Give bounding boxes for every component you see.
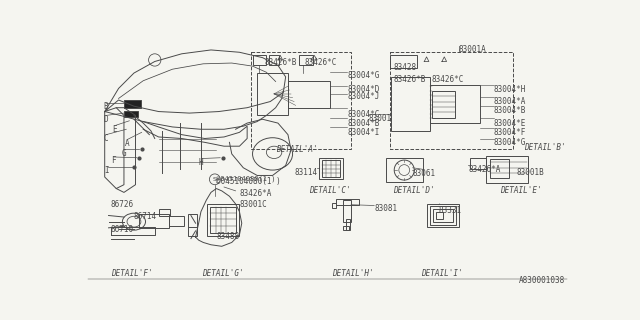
Bar [251,52,351,148]
Text: 83001C: 83001C [239,200,268,209]
Text: H: H [198,158,204,167]
Text: 83426*C: 83426*C [305,59,337,68]
Bar [344,200,351,222]
Bar [210,207,236,233]
Text: 86726: 86726 [111,200,134,209]
Bar [436,212,444,219]
Bar [486,156,528,183]
Text: 86714: 86714 [134,212,157,221]
Bar [319,158,344,179]
Text: 83004*I: 83004*I [348,129,380,138]
Text: DETAIL'F': DETAIL'F' [111,269,152,278]
Bar [253,55,266,65]
Bar [432,91,455,118]
Bar [288,81,330,108]
Text: 83426*B: 83426*B [265,59,297,68]
Text: DETAIL'I': DETAIL'I' [421,269,463,278]
Bar [429,206,456,225]
Bar [269,55,279,65]
Text: 83001A: 83001A [459,44,486,53]
Bar [391,77,429,131]
Text: 83004*J: 83004*J [348,92,380,101]
Text: 83426*A: 83426*A [239,188,272,197]
Bar [390,55,417,68]
Text: 83428: 83428 [394,63,417,72]
Bar [433,209,452,222]
Bar [207,204,239,236]
Bar [427,204,459,227]
Text: 83004*G: 83004*G [493,138,526,147]
Bar [257,73,288,116]
Text: 83081: 83081 [374,204,397,213]
Text: 83004*G: 83004*G [348,71,380,80]
Text: 83001: 83001 [368,114,391,123]
Text: E: E [113,124,117,134]
Text: A830001038: A830001038 [519,276,565,284]
Bar [390,52,513,148]
Text: S: S [213,177,217,182]
Bar [490,158,509,178]
Text: B: B [103,101,108,110]
Bar [140,214,168,228]
Text: 83004*D: 83004*D [348,84,380,93]
Text: 83488: 83488 [216,232,239,241]
Text: D: D [103,115,108,124]
Text: 83001B: 83001B [516,168,545,177]
Text: ©045104080(1 ): ©045104080(1 ) [216,177,281,186]
Text: F: F [111,156,115,165]
Text: 83004*H: 83004*H [493,84,526,93]
Text: DETAIL'C': DETAIL'C' [310,186,351,195]
Bar [168,215,184,226]
Text: 83114: 83114 [294,168,317,177]
Text: DETAIL'B': DETAIL'B' [524,143,565,152]
Bar [188,214,197,236]
Text: I: I [105,166,109,175]
Bar [386,158,422,182]
Bar [124,111,138,117]
Text: ©045104080(1 ): ©045104080(1 ) [216,175,276,182]
Text: 83004*B: 83004*B [348,119,380,128]
Bar [322,160,340,177]
Text: 86710: 86710 [111,225,134,234]
Bar [470,158,486,169]
Text: C: C [103,134,108,143]
Text: 83331: 83331 [439,206,462,215]
Text: 83004*C: 83004*C [348,110,380,119]
Text: G: G [122,148,126,157]
Text: 83061: 83061 [413,169,436,178]
Circle shape [209,174,220,185]
Text: 83426*B: 83426*B [394,75,426,84]
Bar [429,84,480,123]
Text: 83004*F: 83004*F [493,129,526,138]
Bar [159,209,170,215]
Text: A: A [125,139,129,148]
Text: 83004*B: 83004*B [493,106,526,115]
Text: DETAIL'E': DETAIL'E' [500,186,541,195]
Text: 83004*A: 83004*A [493,97,526,106]
Text: 83426*A: 83426*A [468,165,500,174]
Bar [332,203,337,208]
Text: DETAIL'G': DETAIL'G' [202,269,243,278]
Text: 83426*C: 83426*C [432,75,465,84]
Text: DETAIL'A': DETAIL'A' [276,145,318,154]
Text: DETAIL'H': DETAIL'H' [332,269,374,278]
Bar [336,198,359,205]
Text: DETAIL'D': DETAIL'D' [394,186,435,195]
Bar [346,219,350,230]
Bar [342,226,349,230]
Bar [124,100,141,108]
Text: 83004*E: 83004*E [493,119,526,128]
Bar [299,55,312,65]
